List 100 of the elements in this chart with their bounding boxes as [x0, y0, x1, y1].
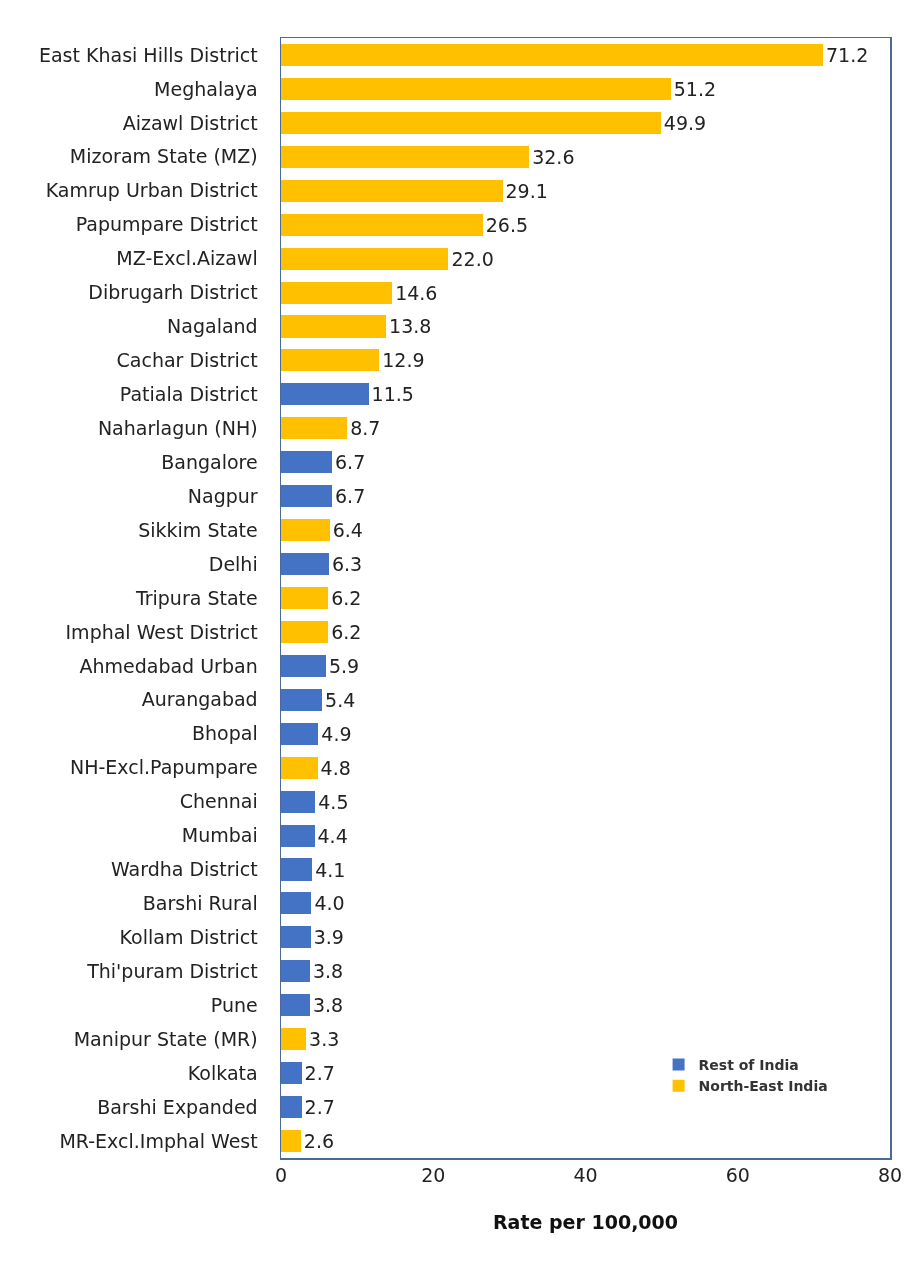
bar: [281, 247, 449, 270]
y-tick-label: Cachar District: [116, 349, 258, 372]
bar: [281, 1028, 307, 1051]
data-label: 6.4: [332, 519, 363, 542]
y-tick-label: Sikkim State: [138, 518, 258, 541]
y-tick-label: Kolkata: [187, 1061, 258, 1084]
data-label: 3.8: [312, 994, 344, 1017]
data-label: 4.5: [318, 790, 349, 813]
data-label: 6.2: [331, 620, 362, 643]
y-tick-label: Aurangabad: [141, 688, 258, 711]
data-label: 6.7: [335, 451, 366, 474]
x-tick-label: 60: [725, 1164, 750, 1187]
bar: [281, 179, 503, 202]
bar: [281, 281, 393, 304]
y-tick-label: Kamrup Urban District: [45, 179, 258, 202]
y-tick-label: Nagaland: [167, 315, 258, 338]
bar: [281, 1096, 302, 1119]
bar: [281, 315, 387, 338]
data-label: 3.3: [309, 1028, 340, 1051]
bar: [281, 77, 671, 100]
y-tick-label: MZ-Excl.Aizawl: [116, 247, 258, 270]
bar: [281, 858, 313, 881]
bar: [281, 111, 661, 134]
data-label: 11.5: [371, 383, 414, 406]
y-tick-label: Pune: [210, 993, 258, 1016]
bar: [281, 926, 311, 949]
bar: [281, 586, 329, 610]
data-label: 3.9: [313, 926, 344, 949]
y-tick-label: Mumbai: [181, 824, 258, 847]
bar: [281, 213, 483, 236]
bar: [281, 485, 332, 508]
bar: [281, 892, 312, 915]
bar: [281, 349, 380, 372]
data-label: 51.2: [673, 77, 717, 100]
bar: [281, 43, 824, 66]
bar: [281, 994, 310, 1017]
x-tick-label: 40: [573, 1164, 598, 1187]
data-label: 14.6: [395, 281, 438, 304]
data-label: 2.7: [304, 1062, 335, 1085]
data-label: 5.4: [325, 688, 356, 711]
data-label: 4.9: [321, 722, 352, 745]
y-tick-label: Ahmedabad Urban: [79, 654, 258, 677]
data-label: 4.1: [315, 858, 346, 881]
y-tick-label: Chennai: [179, 790, 258, 813]
y-tick-label: MR-Excl.Imphal West: [59, 1129, 258, 1152]
bar: [281, 1130, 301, 1153]
bar: [281, 722, 319, 745]
y-tick-label: East Khasi Hills District: [38, 43, 258, 66]
data-label: 2.7: [304, 1096, 335, 1119]
data-label: 5.9: [328, 654, 360, 677]
bar: [281, 688, 323, 711]
bar: [281, 824, 315, 847]
x-tick-label: 80: [877, 1164, 903, 1187]
data-label: 26.5: [485, 213, 529, 236]
data-label: 4.4: [317, 824, 348, 847]
data-label: 71.2: [826, 43, 869, 66]
y-tick-label: Kollam District: [119, 926, 258, 949]
bar: [281, 519, 330, 542]
data-label: 8.7: [350, 417, 381, 440]
y-tick-label: Naharlagun (NH): [97, 416, 258, 439]
data-label: 13.8: [389, 315, 432, 338]
data-label: 6.7: [335, 485, 366, 508]
data-label: 2.6: [303, 1130, 335, 1153]
bar: [281, 145, 530, 168]
data-label: 49.9: [663, 111, 707, 134]
x-axis-title: Rate per 100,000: [492, 1210, 679, 1233]
y-tick-label: Bhopal: [192, 722, 258, 745]
y-tick-label: Mizoram State (MZ): [69, 145, 258, 168]
data-label: 12.9: [382, 349, 425, 372]
y-tick-label: Patiala District: [119, 383, 258, 406]
y-tick-label: Thi'puram District: [86, 959, 258, 982]
y-tick-label: Barshi Rural: [142, 892, 258, 915]
bar: [281, 654, 326, 677]
y-tick-label: Aizawl District: [122, 111, 258, 134]
data-label: 6.3: [331, 553, 363, 576]
y-tick-label: Barshi Expanded: [97, 1095, 258, 1118]
y-tick-label: Imphal West District: [65, 620, 258, 643]
data-label: 6.2: [331, 587, 362, 609]
x-tick-label: 0: [274, 1164, 288, 1187]
data-label: 22.0: [451, 247, 494, 270]
bar: [281, 451, 332, 474]
bar: [281, 1062, 302, 1085]
x-tick-label: 20: [421, 1164, 446, 1187]
data-label: 3.8: [312, 960, 344, 983]
y-tick-label: Meghalaya: [154, 77, 258, 100]
y-tick-label: Manipur State (MR): [73, 1027, 258, 1050]
y-tick-label: Dibrugarh District: [88, 281, 258, 304]
y-tick-label: Delhi: [208, 552, 258, 575]
legend-label: Rest of India: [698, 1057, 799, 1074]
bar: [281, 790, 316, 813]
bar: [281, 417, 348, 440]
data-label: 4.8: [320, 756, 351, 779]
y-tick-label: Nagpur: [187, 484, 258, 507]
y-tick-label: Bangalore: [161, 450, 258, 473]
bar: [281, 756, 318, 779]
data-label: 32.6: [532, 145, 575, 168]
legend-label: North-East India: [698, 1078, 828, 1095]
y-tick-label: Tripura State: [134, 586, 258, 609]
data-label: 4.0: [314, 892, 345, 915]
y-tick-label: Papumpare District: [75, 213, 258, 236]
